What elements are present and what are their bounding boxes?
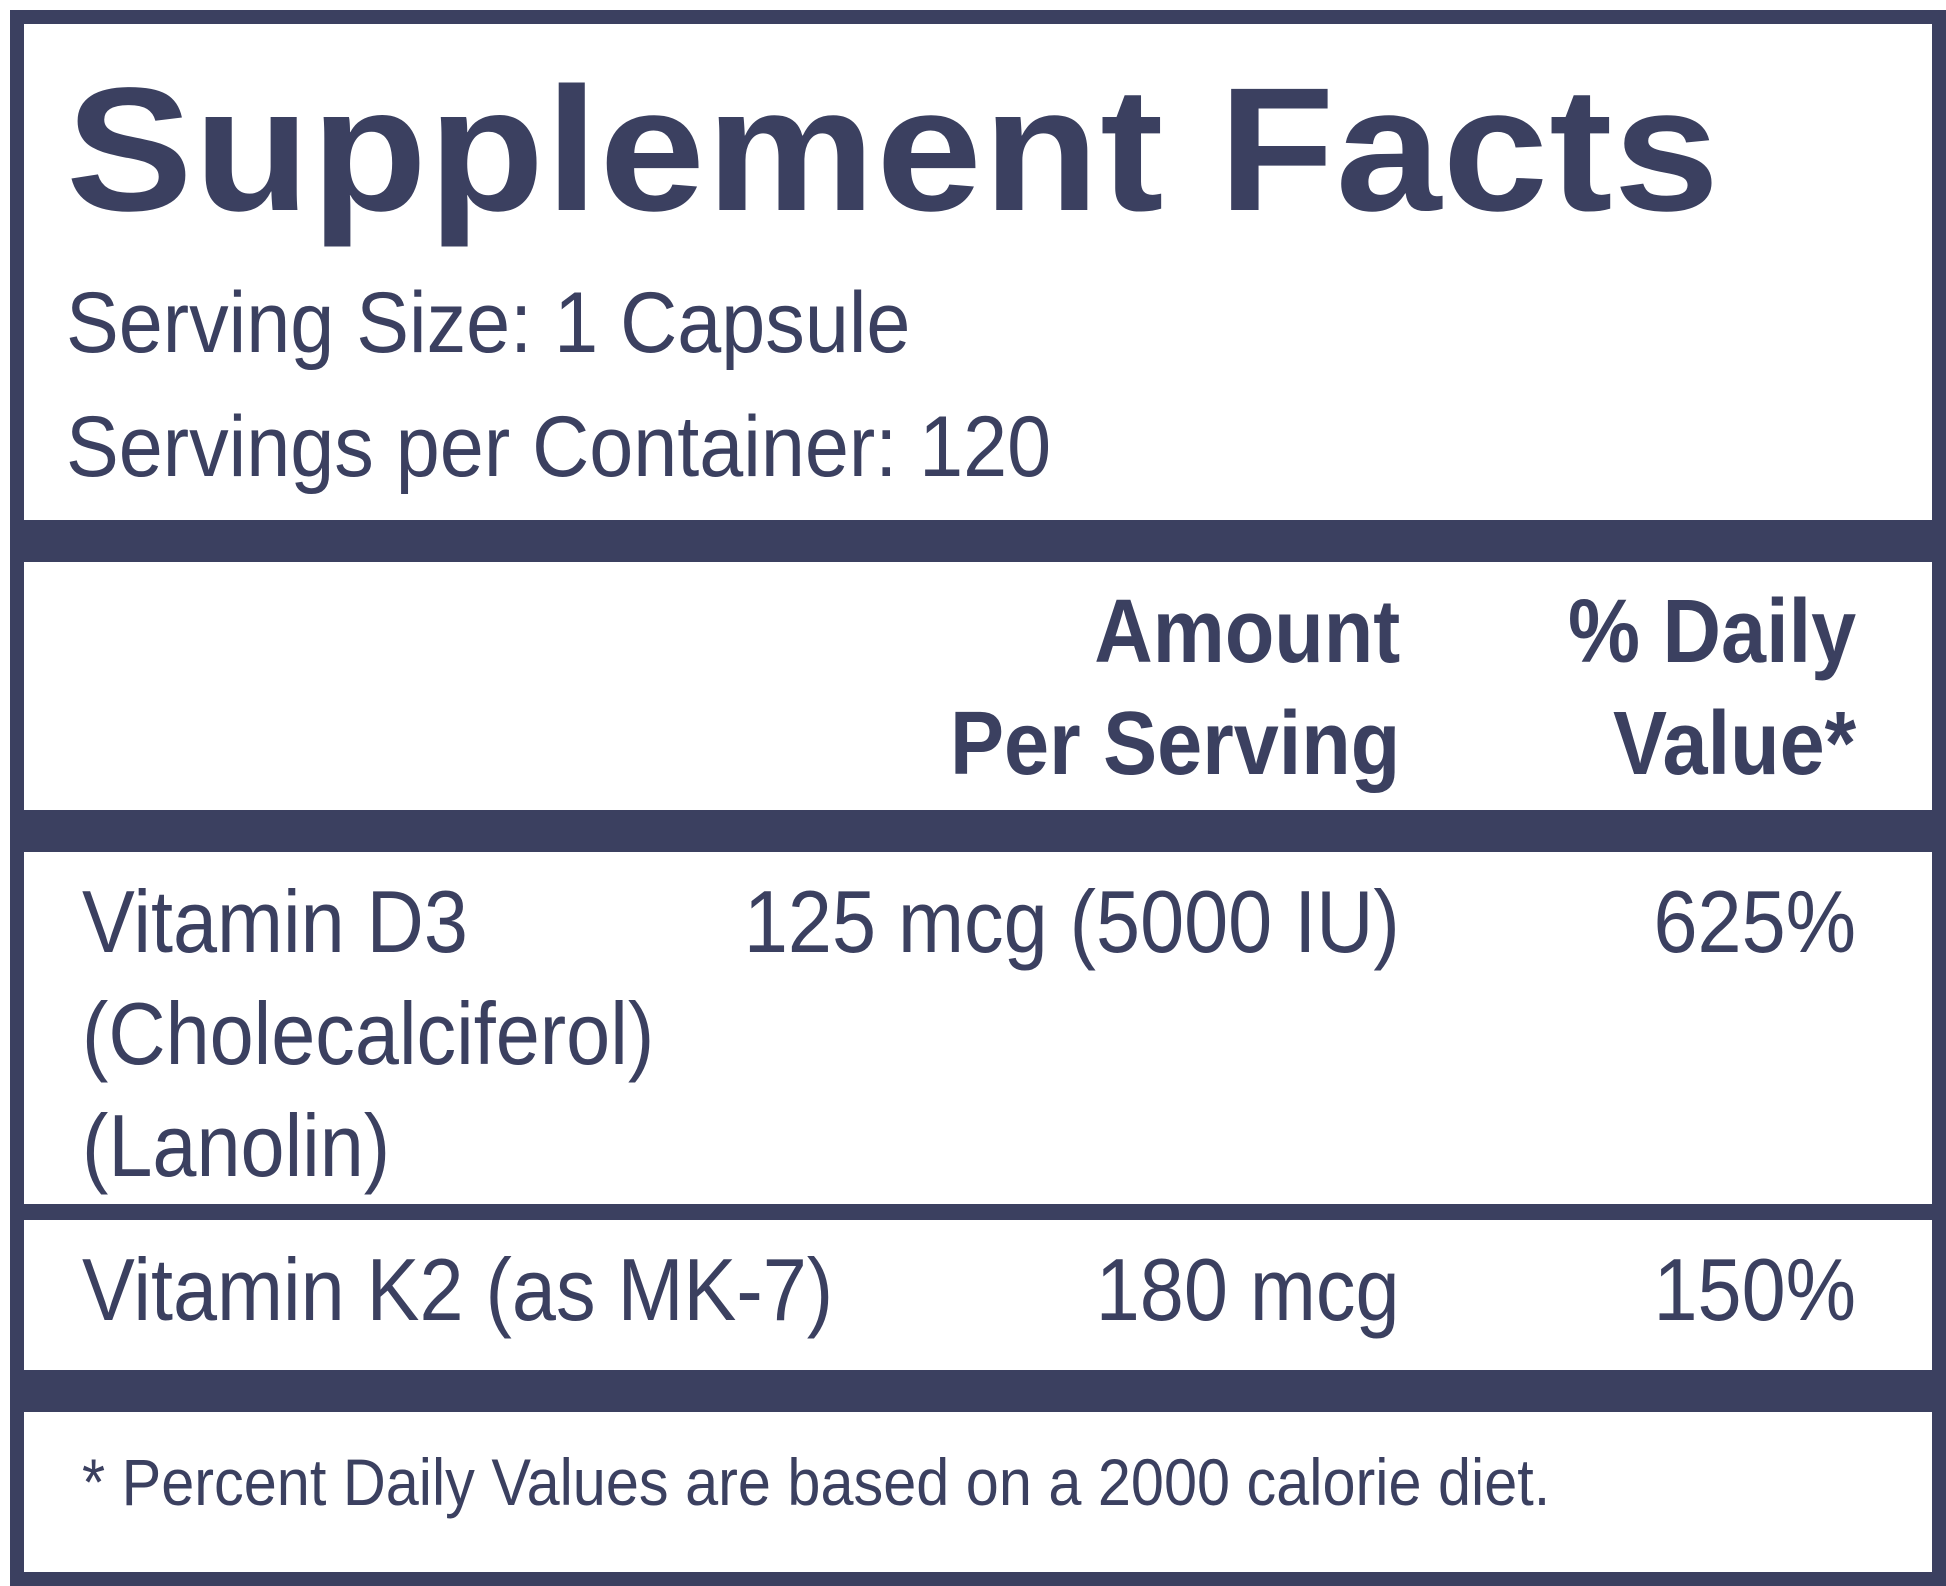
divider-thick-top [10, 520, 1946, 562]
nutrient-amount: 125 mcg (5000 IU) [744, 872, 1400, 971]
serving-size: Serving Size: 1 Capsule [66, 275, 911, 371]
nutrient-name-line: (Cholecalciferol) [82, 984, 655, 1083]
nutrient-name-line: (Lanolin) [82, 1096, 391, 1195]
footnote: * Percent Daily Values are based on a 20… [82, 1445, 1551, 1519]
nutrient-amount: 180 mcg [1096, 1240, 1400, 1339]
header-daily-value: % Daily Value* [1568, 576, 1856, 800]
header-amount-line2: Per Serving [949, 694, 1400, 794]
servings-per-container: Servings per Container: 120 [66, 399, 1052, 495]
divider-thick-header [10, 810, 1946, 852]
nutrient-name-line: Vitamin K2 (as MK-7) [82, 1240, 834, 1339]
label-title: Supplement Facts [66, 52, 1721, 248]
header-dv-line2: Value* [1612, 694, 1856, 794]
divider-thick-bottom [10, 1370, 1946, 1412]
header-amount-line1: Amount [1094, 582, 1400, 682]
nutrient-daily-value: 150% [1653, 1240, 1856, 1339]
header-amount-per-serving: Amount Per Serving [950, 576, 1400, 800]
nutrient-name-line: Vitamin D3 [82, 872, 468, 971]
header-dv-line1: % Daily [1567, 582, 1856, 682]
nutrient-daily-value: 625% [1653, 872, 1856, 971]
divider-thin-row [10, 1204, 1946, 1220]
